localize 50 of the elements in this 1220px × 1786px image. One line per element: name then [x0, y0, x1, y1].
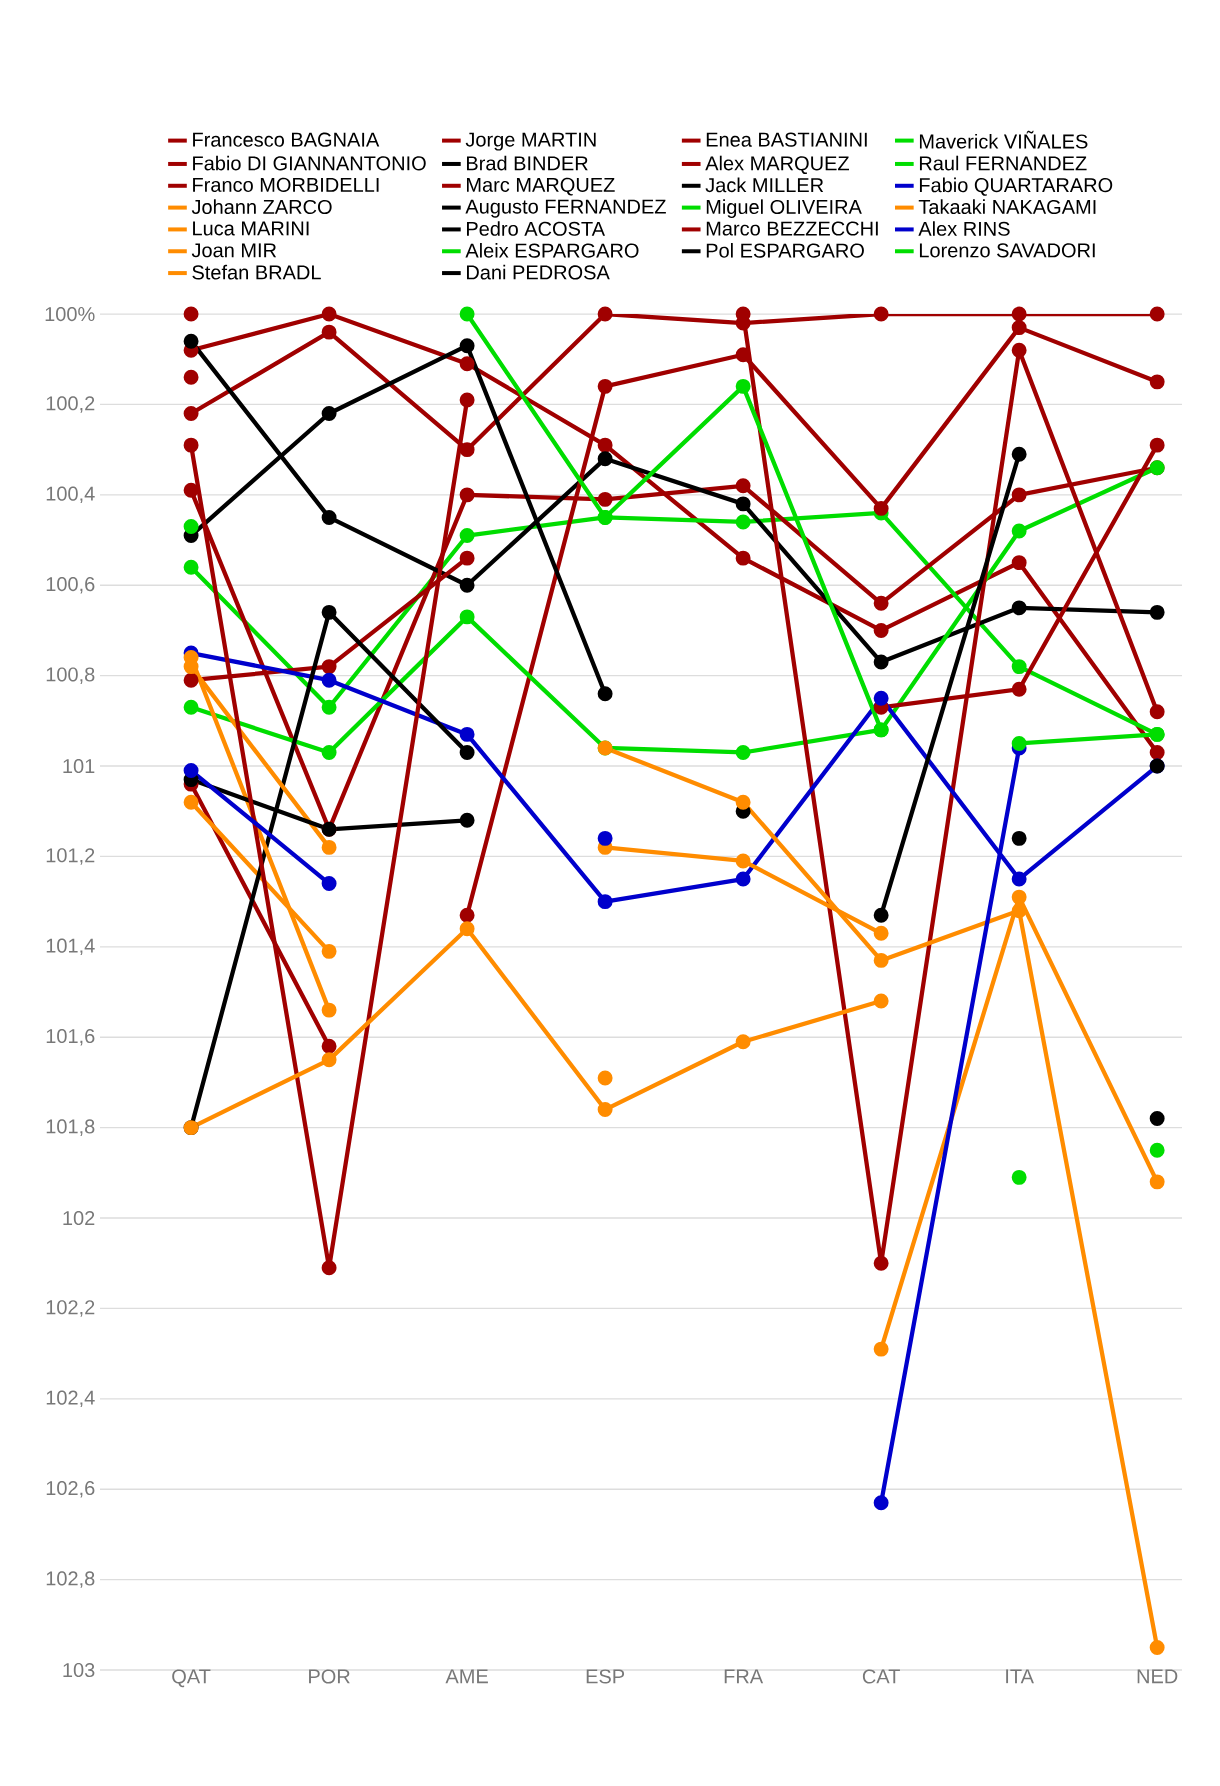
y-tick-label: 100%: [45, 306, 95, 322]
y-tick-label: 102,4: [46, 1390, 95, 1408]
y-tick-label: 101,8: [46, 1119, 95, 1136]
y-tick-label: 103: [63, 1662, 95, 1678]
x-tick-label: QAT: [172, 1669, 211, 1688]
legend-label: Lorenzo SAVADORI: [919, 243, 1095, 258]
legend-label: Maverick VIÑALES: [919, 130, 1088, 149]
y-tick-label: 102: [63, 1210, 95, 1226]
legend-label: Stefan BRADL: [192, 264, 321, 280]
legend-label: Alex RINS: [918, 221, 1010, 236]
legend-label: Pedro ACOSTA: [467, 221, 605, 236]
y-tick-label: 102,2: [46, 1300, 95, 1317]
legend-label: Fabio DI GIANNANTONIO: [193, 155, 426, 171]
legend-label: Brad BINDER: [467, 155, 588, 171]
y-tick-label: 101: [63, 758, 95, 774]
legend-label: Johann ZARCO: [191, 199, 332, 215]
y-tick-label: 100,8: [46, 667, 95, 684]
legend-label: Aleix ESPARGARO: [465, 243, 639, 258]
legend-label: Pol ESPARGARO: [706, 243, 864, 258]
y-tick-label: 100,2: [46, 396, 95, 413]
y-tick-label: 102,6: [46, 1480, 95, 1498]
legend-label: Alex MARQUEZ: [705, 155, 849, 174]
x-tick-label: NED: [1137, 1669, 1178, 1684]
x-tick-label: ESP: [586, 1669, 625, 1684]
y-tick-label: 101,6: [46, 1028, 95, 1046]
legend-label: Franco MORBIDELLI: [193, 177, 379, 192]
y-tick-label: 101,2: [46, 848, 95, 865]
legend-label: Miguel OLIVEIRA: [706, 199, 862, 218]
legend-label: Raul FERNANDEZ: [919, 155, 1087, 171]
legend-label: Luca MARINI: [193, 221, 309, 236]
x-tick-label: CAT: [862, 1669, 900, 1684]
legend-label: Francesco BAGNAIA: [193, 132, 380, 147]
legend-label: Augusto FERNANDEZ: [465, 199, 666, 218]
legend-label: Jack MILLER: [705, 177, 824, 193]
y-tick-label: 101,4: [46, 938, 95, 956]
legend-label: Joan MIR: [191, 243, 277, 258]
x-tick-label: FRA: [724, 1669, 764, 1684]
y-tick-label: 100,4: [46, 486, 95, 504]
y-tick-label: 102,8: [46, 1571, 95, 1588]
legend-label: Fabio QUARTARARO: [919, 177, 1113, 196]
x-tick-label: ITA: [1006, 1669, 1034, 1684]
legend-label: Takaaki NAKAGAMI: [918, 199, 1096, 215]
legend-label: Marc MARQUEZ: [467, 177, 615, 196]
legend-label: Enea BASTIANINI: [706, 132, 867, 147]
y-tick-label: 100,6: [46, 576, 95, 594]
legend-label: Marco BEZZECCHI: [706, 221, 878, 236]
legend-label: Jorge MARTIN: [465, 132, 596, 151]
legend-label: Dani PEDROSA: [467, 264, 610, 280]
x-tick-label: POR: [309, 1669, 350, 1684]
x-tick-label: AME: [445, 1669, 488, 1684]
